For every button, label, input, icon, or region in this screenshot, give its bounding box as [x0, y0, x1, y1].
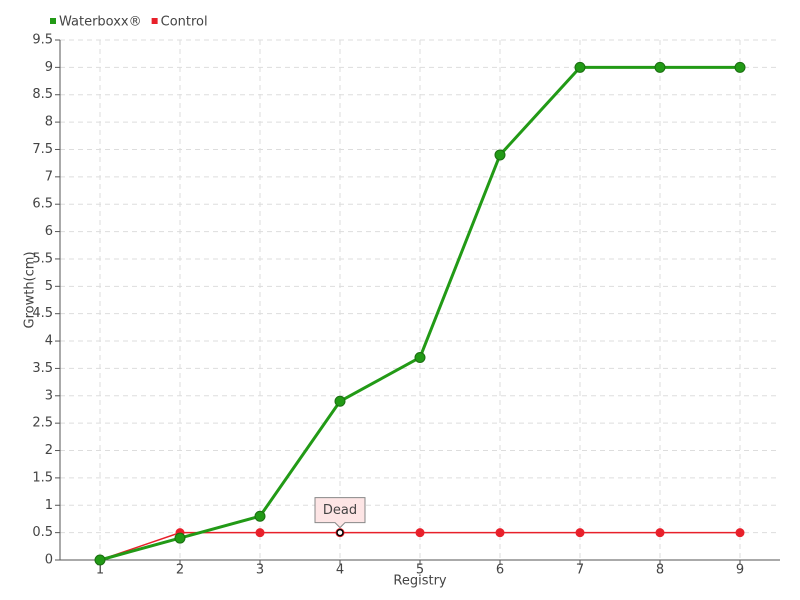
x-tick-label: 7: [576, 563, 584, 578]
y-tick-label: 3: [45, 388, 53, 403]
x-tick-label: 6: [496, 563, 504, 578]
data-point: [174, 532, 186, 544]
data-point: [334, 395, 346, 407]
y-tick-label: 1.5: [32, 470, 53, 485]
x-tick-label: 1: [96, 563, 104, 578]
y-tick-label: 8.5: [32, 87, 53, 102]
data-point: [495, 528, 505, 538]
data-point: [655, 528, 665, 538]
x-tick-label: 5: [416, 563, 424, 578]
y-tick-label: 0: [45, 553, 53, 568]
annotation-box: [314, 497, 366, 529]
data-point: [494, 149, 506, 161]
data-point: [414, 351, 426, 363]
data-point: [255, 528, 265, 538]
y-tick-label: 4.5: [32, 306, 53, 321]
legend-swatch: [151, 18, 158, 24]
y-tick-label: 5.5: [32, 251, 53, 266]
y-tick-label: 6: [45, 224, 53, 239]
legend-swatch: [50, 18, 56, 24]
data-point: [254, 510, 266, 522]
y-tick-label: 7: [45, 169, 53, 184]
y-axis-label: Growth(cm): [23, 251, 38, 328]
data-point: [734, 61, 746, 73]
data-point: [574, 61, 586, 73]
y-tick-label: 6.5: [32, 197, 53, 212]
x-tick-label: 2: [176, 563, 184, 578]
y-tick-label: 3.5: [32, 361, 53, 376]
data-point: [654, 61, 666, 73]
data-point: [94, 554, 106, 566]
y-tick-label: 2.5: [32, 416, 53, 431]
x-tick-label: 9: [736, 563, 744, 578]
y-tick-label: 7.5: [32, 142, 53, 157]
data-point: [415, 528, 425, 538]
x-tick-label: 3: [256, 563, 264, 578]
y-tick-label: 9: [45, 60, 53, 75]
data-point: [575, 528, 585, 538]
legend-label: Control: [161, 15, 208, 30]
y-tick-label: 0.5: [32, 525, 53, 540]
data-point: [735, 528, 745, 538]
y-tick-label: 4: [45, 334, 53, 349]
y-tick-label: 5: [45, 279, 53, 294]
x-tick-label: 4: [336, 563, 344, 578]
y-tick-label: 9.5: [32, 33, 53, 48]
x-axis-label: Registry: [393, 574, 447, 589]
annotation-text: Dead: [323, 503, 357, 518]
y-tick-label: 8: [45, 115, 53, 130]
legend-label: Waterboxx®: [59, 15, 142, 30]
annotation-marker: [336, 528, 344, 537]
y-tick-label: 1: [45, 498, 53, 513]
x-tick-label: 8: [656, 563, 664, 578]
y-tick-label: 2: [45, 443, 53, 458]
